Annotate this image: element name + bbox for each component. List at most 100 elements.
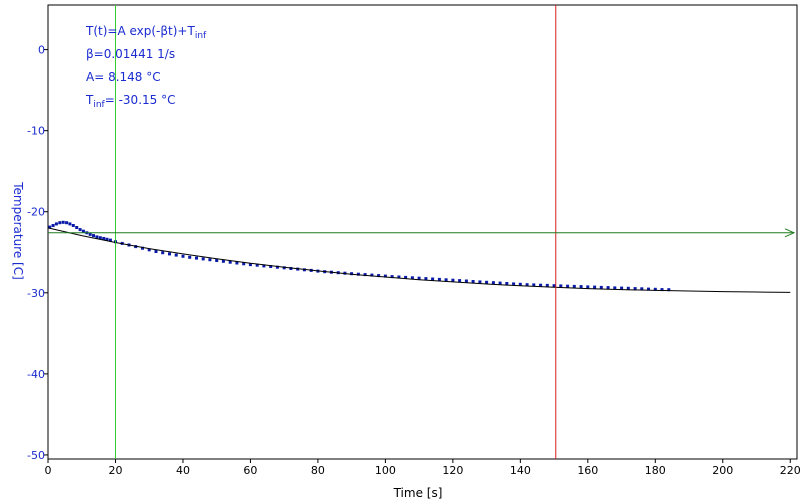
data-point [505, 282, 509, 285]
data-point [168, 252, 171, 256]
data-point [51, 224, 55, 227]
data-point [586, 285, 590, 289]
data-point [228, 260, 232, 264]
data-point [98, 236, 102, 240]
data-point [512, 282, 516, 286]
x-tick-label: 60 [243, 464, 257, 477]
data-point [102, 237, 106, 240]
data-point [431, 277, 435, 281]
data-point [424, 277, 428, 281]
x-tick-label: 100 [375, 464, 396, 477]
y-axis-label: Temperature [C] [11, 181, 25, 280]
data-point [397, 275, 401, 279]
x-tick-label: 160 [577, 464, 598, 477]
data-point [58, 221, 62, 225]
data-point [633, 287, 637, 291]
data-point [215, 259, 219, 262]
data-point [147, 248, 151, 252]
plot-border [47, 4, 798, 460]
data-point [235, 261, 239, 265]
data-point [539, 283, 543, 287]
data-point [410, 276, 414, 280]
beta-annotation: β=0.01441 1/s [86, 47, 175, 61]
data-point [464, 279, 468, 283]
x-axis-label: Time [s] [393, 486, 443, 500]
data-point [275, 265, 279, 269]
data-point [105, 237, 109, 241]
data-point [154, 250, 158, 253]
data-point [572, 284, 576, 288]
data-point [417, 276, 421, 280]
x-tick-label: 0 [45, 464, 52, 477]
data-layer [47, 220, 791, 293]
y-tick-label: -40 [27, 368, 45, 381]
data-point [660, 288, 664, 292]
data-point [478, 280, 482, 284]
data-point [81, 229, 85, 233]
data-point [444, 278, 448, 282]
formula-annotation: T(t)=A exp(-βt)+Tinf [85, 24, 207, 41]
data-point [88, 232, 92, 236]
data-point [195, 256, 198, 260]
x-tick-label: 20 [108, 464, 122, 477]
data-point [640, 287, 644, 291]
data-point [92, 234, 95, 238]
data-point [491, 281, 495, 285]
x-tick-label: 40 [176, 464, 190, 477]
data-point [559, 284, 563, 288]
x-tick-label: 80 [311, 464, 325, 477]
data-point [108, 238, 112, 242]
cursor-layer [48, 5, 796, 459]
data-point [390, 275, 394, 279]
data-point [525, 283, 529, 287]
data-point [78, 228, 82, 232]
data-point [451, 278, 455, 282]
data-point [458, 279, 462, 283]
data-point [75, 226, 79, 229]
data-point [593, 285, 597, 289]
y-tick-label: -50 [27, 449, 45, 462]
data-point [65, 221, 69, 225]
data-point [377, 274, 381, 278]
data-point [269, 265, 273, 268]
data-point [471, 280, 475, 283]
tick-layer: 0 20 40 60 80 100 120 140 160 180 200 220 0 -10 -20 -30… [27, 44, 800, 477]
x-tick-label: 220 [780, 464, 800, 477]
data-point [498, 281, 502, 285]
data-point [161, 251, 165, 255]
data-point [208, 258, 212, 262]
data-point [370, 273, 374, 277]
data-point [653, 287, 657, 291]
data-point [201, 257, 205, 261]
data-point [71, 224, 75, 227]
fit-annotations: T(t)=A exp(-βt)+Tinf β=0.01441 1/s A= 8.… [85, 24, 207, 110]
data-point [181, 254, 185, 258]
data-point [61, 220, 65, 224]
data-point [606, 286, 610, 290]
data-point [667, 288, 671, 292]
tinf-annotation: Tinf= -30.15 °C [85, 93, 175, 110]
data-point [566, 284, 570, 288]
amplitude-annotation: A= 8.148 °C [86, 70, 161, 84]
data-point [356, 272, 360, 276]
data-point [545, 283, 549, 287]
data-point [248, 263, 252, 267]
data-point [141, 246, 144, 250]
plot-frame [47, 4, 798, 460]
data-point [620, 286, 624, 290]
data-point [404, 275, 408, 279]
data-point [174, 253, 178, 257]
data-point [242, 262, 246, 266]
y-tick-label: -20 [27, 206, 45, 219]
data-point [383, 274, 387, 278]
data-point [485, 280, 489, 284]
y-tick-label: -30 [27, 287, 45, 300]
x-tick-label: 180 [645, 464, 666, 477]
data-point [68, 222, 72, 226]
data-point [613, 286, 617, 290]
data-point [579, 285, 583, 289]
x-tick-label: 200 [712, 464, 733, 477]
data-point [647, 287, 650, 291]
data-point [255, 263, 259, 267]
